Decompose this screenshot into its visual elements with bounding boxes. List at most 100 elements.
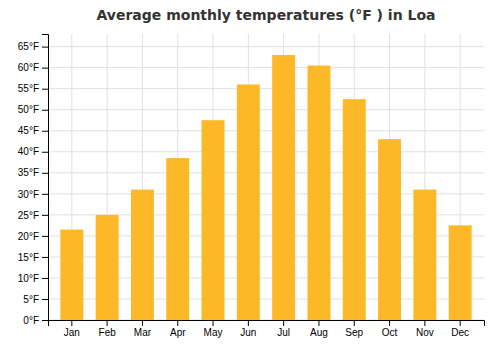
tick-mark <box>424 320 425 326</box>
tick-label: Nov <box>416 327 434 338</box>
tick-label: 60°F <box>18 62 39 73</box>
tick-mark <box>42 194 48 195</box>
bar <box>166 158 189 320</box>
tick-mark <box>42 89 48 90</box>
grid-line <box>48 151 484 152</box>
tick: 20°F <box>18 231 48 242</box>
axis-line <box>49 321 485 327</box>
tick-label: May <box>204 327 223 338</box>
tick-label: 45°F <box>18 125 39 136</box>
tick-label: Apr <box>170 327 186 338</box>
tick-label: 40°F <box>18 146 39 157</box>
tick-mark <box>42 257 48 258</box>
tick-mark <box>213 320 214 326</box>
y-axis: 0°F 5°F 10°F 15°F 20°F 25°F 30°F 35°F 40°F 45°F 50… <box>18 35 49 326</box>
tick-mark <box>42 173 48 174</box>
grid-line <box>48 88 484 89</box>
title: Average monthly temperatures (°F ) in Lo… <box>97 7 436 23</box>
chart: 0°F 5°F 10°F 15°F 20°F 25°F 30°F 35°F 40°F 45°F 50… <box>0 0 500 350</box>
tick-label: Jan <box>64 327 80 338</box>
tick: Feb <box>99 320 117 338</box>
tick-label: 20°F <box>18 231 39 242</box>
tick: Sep <box>345 320 363 338</box>
tick-label: 50°F <box>18 104 39 115</box>
tick: 35°F <box>18 167 48 178</box>
tick: May <box>204 320 223 338</box>
tick: Jul <box>277 320 290 338</box>
tick: 45°F <box>18 125 48 136</box>
tick-mark <box>42 68 48 69</box>
bar <box>202 120 225 320</box>
tick: Mar <box>134 320 152 338</box>
grid-line <box>48 46 484 47</box>
bar <box>272 55 295 320</box>
grid <box>48 34 484 320</box>
tick: Nov <box>416 320 434 338</box>
tick: Aug <box>310 320 328 338</box>
tick: 15°F <box>18 252 48 263</box>
grid-line <box>48 67 484 68</box>
bar <box>307 66 330 320</box>
tick-label: 30°F <box>18 189 39 200</box>
tick-label: 0°F <box>23 315 39 326</box>
tick-label: Dec <box>451 327 469 338</box>
tick: 10°F <box>18 273 48 284</box>
tick-mark <box>107 320 108 326</box>
tick-mark <box>42 320 48 321</box>
tick-mark <box>42 215 48 216</box>
bar <box>343 99 366 320</box>
bar <box>131 190 154 320</box>
tick-mark <box>42 110 48 111</box>
tick-mark <box>283 320 284 326</box>
tick: 60°F <box>18 62 48 73</box>
tick-mark <box>42 47 48 48</box>
bar <box>413 190 436 320</box>
tick-label: 55°F <box>18 83 39 94</box>
tick-mark <box>460 320 461 326</box>
tick: 25°F <box>18 210 48 221</box>
tick-mark <box>42 131 48 132</box>
bar <box>449 225 472 320</box>
tick-label: 65°F <box>18 41 39 52</box>
tick: Dec <box>451 320 469 338</box>
tick: 40°F <box>18 146 48 157</box>
tick-label: Mar <box>134 327 152 338</box>
bar <box>378 139 401 320</box>
tick-mark <box>42 236 48 237</box>
tick: Oct <box>382 320 398 338</box>
bar <box>96 215 119 320</box>
bars <box>60 55 471 320</box>
tick-mark <box>142 320 143 326</box>
tick-label: 5°F <box>23 294 39 305</box>
grid-line <box>48 172 484 173</box>
tick: 65°F <box>18 41 48 52</box>
tick-label: 25°F <box>18 210 39 221</box>
bar <box>237 84 260 320</box>
tick-label: Oct <box>382 327 398 338</box>
axis-line <box>42 35 49 321</box>
tick-label: Feb <box>99 327 117 338</box>
tick-mark <box>354 320 355 326</box>
tick-label: 35°F <box>18 167 39 178</box>
tick-mark <box>42 299 48 300</box>
tick-label: Aug <box>310 327 328 338</box>
tick: 0°F <box>23 315 48 326</box>
tick-mark <box>42 278 48 279</box>
tick-mark <box>318 320 319 326</box>
grid-line <box>48 109 484 110</box>
tick-label: 15°F <box>18 252 39 263</box>
tick-mark <box>389 320 390 326</box>
chart-container: 0°F 5°F 10°F 15°F 20°F 25°F 30°F 35°F 40°F 45°F 50… <box>0 0 500 350</box>
tick-label: 10°F <box>18 273 39 284</box>
tick: 50°F <box>18 104 48 115</box>
tick: Jan <box>64 320 80 338</box>
tick-mark <box>71 320 72 326</box>
tick: Apr <box>170 320 186 338</box>
grid-line <box>48 130 484 131</box>
tick-label: Jul <box>277 327 290 338</box>
tick-mark <box>42 152 48 153</box>
plot-area: 0°F 5°F 10°F 15°F 20°F 25°F 30°F 35°F 40°F 45°F 50… <box>18 34 485 338</box>
bar <box>60 230 83 320</box>
tick-label: Jun <box>240 327 256 338</box>
tick-label: Sep <box>345 327 363 338</box>
